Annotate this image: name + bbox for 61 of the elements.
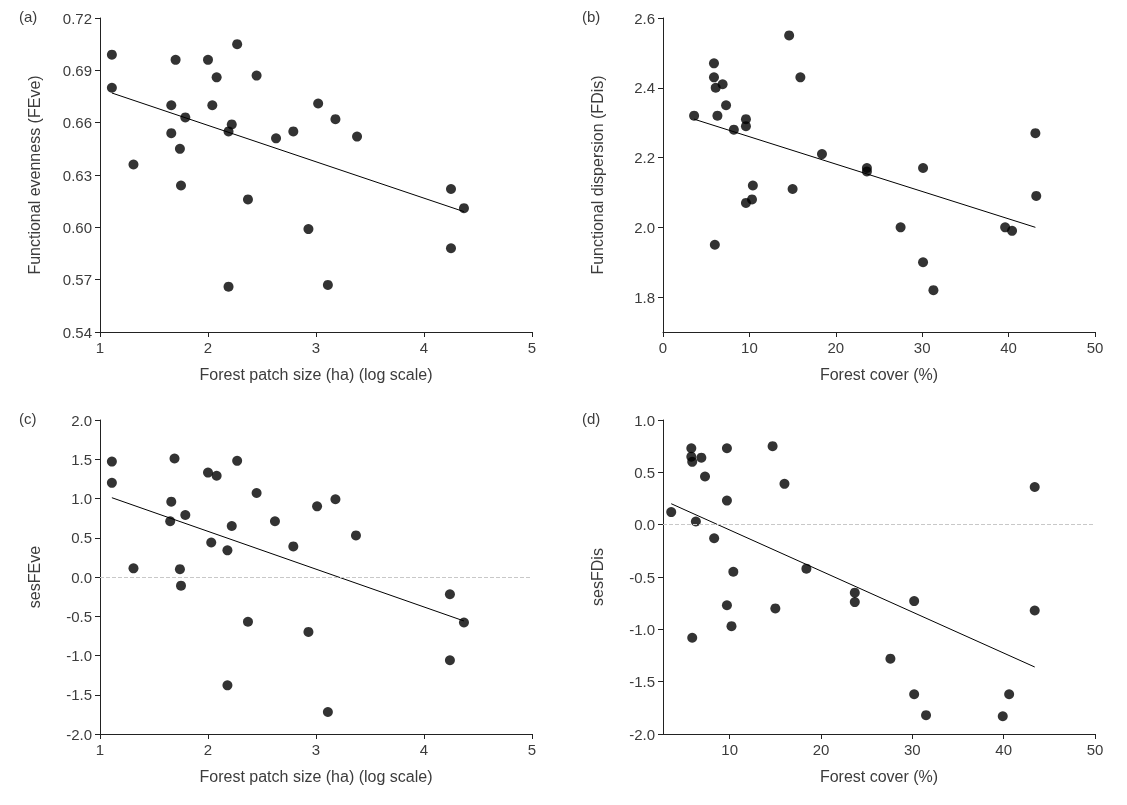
y-tick-label: 0.72 — [62, 9, 92, 27]
x-tick-label: 40 — [1000, 339, 1017, 356]
x-tick-label: 5 — [527, 741, 537, 758]
y-tick-label: -2.0 — [629, 725, 655, 743]
x-tick-label: 4 — [419, 339, 429, 356]
x-tick-label: 1 — [95, 339, 105, 356]
x-tick-label: 2 — [203, 741, 213, 758]
y-axis-title: sesFEve — [25, 545, 43, 609]
y-tick-label: 0.5 — [71, 529, 92, 547]
y-tick-label: 2.0 — [71, 411, 92, 429]
x-tick-label: 1 — [95, 741, 105, 758]
chart-title: (c) — [19, 410, 37, 427]
y-tick-label: -1.0 — [66, 647, 92, 664]
y-tick-label: 1.0 — [634, 411, 655, 429]
x-tick-label: 3 — [311, 741, 321, 758]
y-tick-label: 0.63 — [62, 166, 92, 184]
y-tick-label: -0.5 — [66, 607, 92, 625]
y-tick-label: -0.5 — [629, 568, 655, 586]
y-tick-label: 1.0 — [71, 490, 92, 507]
x-tick-label: 50 — [1086, 339, 1104, 356]
y-axis-title: sesFDis — [588, 548, 606, 606]
x-axis-title: Forest cover (%) — [819, 767, 939, 785]
y-tick-label: -1.0 — [629, 620, 655, 638]
y-tick-label: -1.5 — [629, 673, 655, 691]
y-tick-label: 0.57 — [62, 271, 92, 289]
y-tick-label: 0.0 — [71, 568, 92, 586]
y-tick-label: 0.60 — [62, 218, 92, 236]
y-tick-label: 0.54 — [62, 323, 92, 341]
x-axis-title: Forest cover (%) — [819, 365, 939, 383]
x-tick-label: 10 — [741, 339, 758, 356]
y-axis-title: Functional evenness (FEve) — [25, 75, 43, 275]
x-tick-label: 0 — [658, 339, 668, 356]
y-tick-label: 0.0 — [634, 516, 655, 534]
x-axis-title: Forest patch size (ha) (log scale) — [199, 365, 433, 383]
x-tick-label: 2 — [203, 339, 213, 356]
x-axis-title: Forest patch size (ha) (log scale) — [199, 767, 433, 785]
x-tick-label: 4 — [419, 741, 429, 758]
x-tick-label: 20 — [812, 741, 830, 758]
y-tick-label: 0.5 — [634, 463, 655, 481]
y-tick-label: 2.4 — [634, 79, 655, 97]
y-tick-label: 0.69 — [62, 61, 92, 79]
x-tick-label: 30 — [913, 339, 931, 356]
x-tick-label: 10 — [721, 741, 739, 758]
y-tick-label: -1.5 — [66, 686, 92, 704]
y-axis-title: Functional dispersion (FDis) — [588, 75, 606, 275]
y-tick-label: 1.8 — [634, 288, 655, 306]
x-tick-label: 40 — [995, 741, 1013, 758]
chart-title: (b) — [582, 8, 601, 25]
x-tick-label: 3 — [311, 339, 321, 356]
x-tick-label: 5 — [527, 339, 537, 356]
x-tick-label: 20 — [827, 339, 845, 356]
x-tick-label: 30 — [903, 741, 921, 758]
chart-title: (a) — [19, 8, 38, 25]
y-tick-label: 2.6 — [634, 9, 655, 27]
y-tick-label: 0.66 — [62, 114, 92, 132]
y-tick-label: -2.0 — [66, 725, 92, 743]
x-tick-label: 50 — [1086, 741, 1104, 758]
y-tick-label: 1.5 — [71, 450, 92, 468]
y-tick-label: 2.2 — [634, 149, 655, 167]
y-tick-label: 2.0 — [634, 218, 655, 236]
chart-title: (d) — [582, 410, 601, 427]
